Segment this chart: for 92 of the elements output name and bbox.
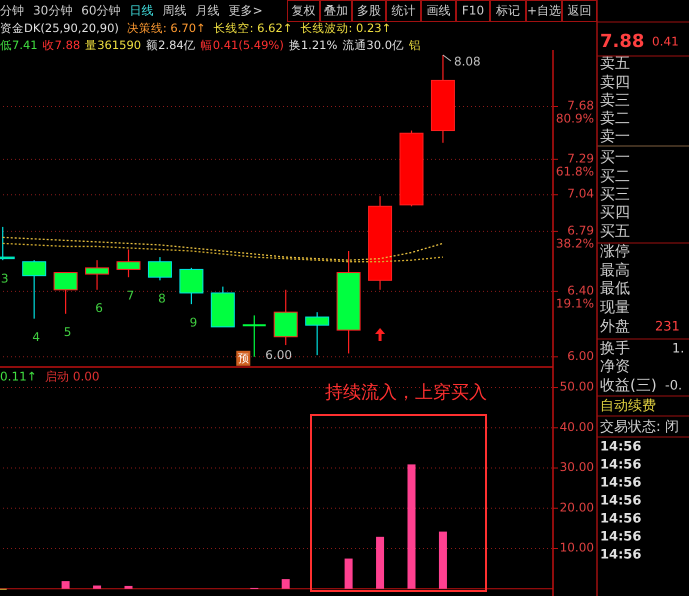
text: 复权	[292, 3, 316, 18]
text: 7.88	[600, 30, 644, 52]
y-tick-label: 6.40 19.1%	[552, 284, 594, 311]
text: F10	[462, 3, 484, 18]
text: 决策线: 6.70↑	[126, 21, 206, 36]
annotation: 0.11↑	[0, 369, 37, 384]
text: 1.	[672, 342, 684, 357]
text: 7	[126, 288, 134, 302]
text: 多股	[357, 3, 381, 18]
text: 4	[32, 330, 40, 344]
text: 0.41	[652, 34, 679, 48]
y-tick-label: 40.00	[560, 420, 594, 434]
text: 叠加	[324, 3, 348, 18]
annotation: 换1.21%	[288, 38, 338, 52]
bar	[344, 558, 353, 589]
text: 最低	[600, 279, 630, 298]
annotation: 流通30.0亿	[342, 38, 404, 52]
text: 画线	[426, 3, 450, 18]
text: 买一	[600, 148, 630, 166]
text: 标记	[495, 3, 520, 18]
text: 周线	[162, 3, 187, 18]
text: +自选	[526, 3, 562, 18]
text: 30分钟	[33, 3, 72, 18]
text: 14:56	[600, 494, 642, 509]
text: 卖四	[600, 73, 630, 92]
text: 最高	[600, 261, 630, 280]
annotation: 低7.41	[0, 38, 38, 52]
text: 买二	[600, 167, 630, 186]
text: 更多>	[228, 3, 263, 18]
text: 卖五	[600, 54, 630, 72]
bar	[408, 464, 416, 589]
text: 卖二	[600, 109, 630, 128]
text: 分钟	[0, 3, 24, 18]
text: 长线波动: 0.23↑	[300, 21, 392, 36]
y-tick-label: 6.00	[567, 349, 594, 364]
annotation: 额2.84亿	[146, 38, 196, 52]
annotation: 8.08	[454, 54, 481, 68]
text: 长线空: 6.62↑	[214, 21, 292, 36]
text: -0.	[665, 378, 682, 394]
bar	[438, 532, 447, 589]
text: 3	[0, 271, 9, 286]
text: 收益(三)	[600, 376, 657, 394]
y-tick-label: 6.79 38.2%	[552, 224, 594, 251]
y-tick-label: 7.68 80.9%	[552, 98, 594, 126]
text: 6	[95, 301, 103, 316]
y-tick-label: 10.00	[560, 540, 594, 555]
annotation: 6.00	[265, 348, 292, 362]
annotation: 量361590	[85, 38, 142, 52]
text: 返回	[568, 3, 592, 18]
text: 231	[655, 320, 680, 335]
y-tick-label: 7.04	[567, 187, 594, 201]
text: 月线	[196, 3, 220, 18]
text: 资金DK(25,90,20,90)	[0, 21, 119, 36]
text: 卖一	[600, 127, 630, 146]
annotation: 启动 0.00	[45, 369, 100, 384]
bar	[93, 586, 102, 589]
text: 外盘	[600, 317, 630, 336]
annotation: 持续流入，上穿买入	[325, 382, 487, 403]
text: 14:56	[600, 530, 642, 545]
text: 统计	[392, 3, 416, 18]
bar	[62, 581, 70, 589]
annotation: 铝	[408, 38, 422, 52]
text: 14:56	[600, 440, 642, 455]
bar	[282, 579, 290, 589]
text: 14:56	[600, 512, 642, 527]
text: 现量	[600, 298, 630, 316]
y-tick-label: 7.29 61.8%	[552, 152, 594, 179]
text: 14:56	[600, 548, 642, 563]
y-tick-label: 20.00	[560, 500, 594, 515]
text: 卖三	[600, 91, 630, 110]
text: 60分钟	[81, 3, 121, 18]
annotation: 预	[238, 352, 249, 365]
text: 买四	[600, 203, 630, 222]
text: 14:56	[600, 476, 642, 491]
text: 买三	[600, 185, 630, 204]
text: 日线	[130, 3, 154, 18]
text: 14:56	[600, 458, 642, 473]
y-tick-label: 50.00	[560, 380, 594, 394]
bar	[124, 586, 132, 589]
annotation: 幅0.41(5.49%)	[200, 38, 284, 52]
text: 交易状态: 闭	[600, 418, 680, 435]
text: 换手	[600, 339, 630, 358]
text: 涨停	[600, 242, 630, 260]
bar	[376, 536, 384, 589]
text: 5	[64, 325, 72, 340]
text: 买五	[600, 222, 630, 240]
annotation: 收7.88	[42, 38, 80, 52]
y-tick-label: 30.00	[560, 460, 594, 474]
text: 8	[158, 292, 166, 306]
text: 9	[190, 315, 198, 330]
text: 净资	[600, 357, 630, 376]
text: 自动续费	[600, 398, 656, 414]
